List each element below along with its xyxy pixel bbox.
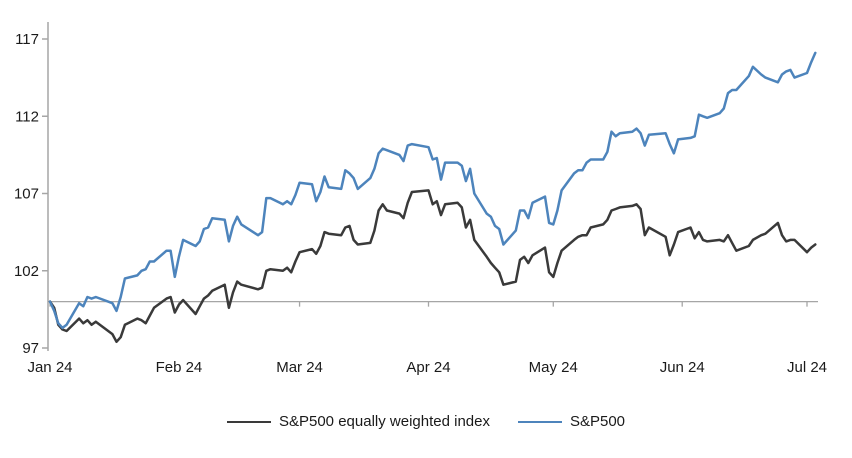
legend-label-equal-weight: S&P500 equally weighted index — [278, 413, 490, 430]
legend-label-sp500: S&P500 — [569, 413, 626, 430]
legend-line-swatch-equal-weight — [226, 420, 271, 423]
x-axis-tick-label: Feb 24 — [156, 359, 203, 376]
legend-item-sp500: S&P500 — [517, 413, 626, 430]
y-axis-tick-label: 107 — [14, 186, 39, 203]
x-axis-tick-label: Jan 24 — [27, 359, 72, 376]
legend-line-swatch-sp500 — [517, 420, 562, 423]
y-axis-tick-label: 102 — [14, 263, 39, 280]
legend-item-equal-weight: S&P500 equally weighted index — [226, 413, 490, 430]
y-axis-tick-label: 117 — [15, 31, 39, 48]
x-axis-tick-label: Mar 24 — [276, 359, 323, 376]
series-line-sp500 — [48, 51, 817, 330]
chart-legend: S&P500 equally weighted index S&P500 — [0, 413, 852, 430]
x-axis-tick-label: May 24 — [529, 359, 578, 376]
x-axis-tick-label: Jul 24 — [787, 359, 827, 376]
y-axis-tick-label: 112 — [15, 108, 39, 125]
y-axis-tick-label: 97 — [22, 340, 39, 357]
x-axis-tick-label: Apr 24 — [406, 359, 450, 376]
series-line-equal-weight — [48, 189, 817, 344]
x-axis-tick-label: Jun 24 — [660, 359, 705, 376]
